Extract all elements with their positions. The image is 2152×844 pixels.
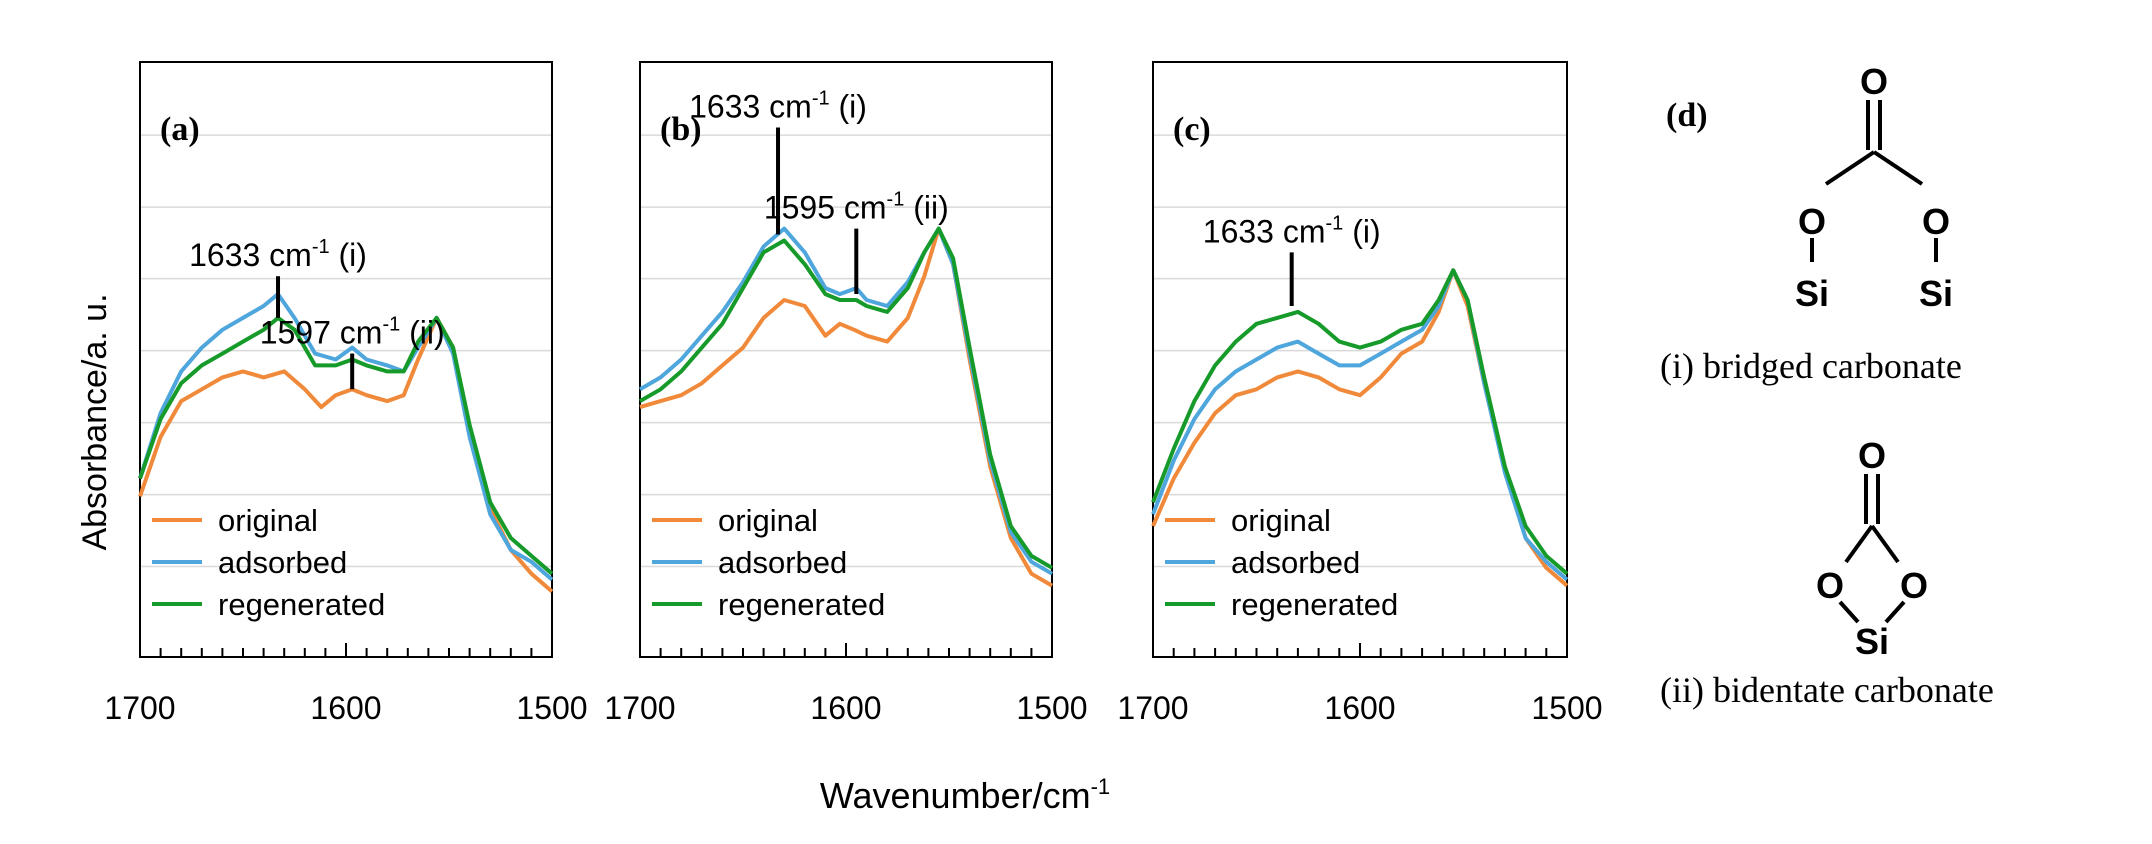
peak-label-sup: -1 (1326, 212, 1344, 234)
bridged-atom-si-right: Si (1919, 273, 1953, 314)
x-tick-label: 1700 (604, 690, 675, 726)
bridged-carbonate-structure (1810, 100, 1938, 262)
series-line-original (639, 226, 1054, 588)
bidentate-atom-si: Si (1855, 621, 1889, 662)
bridged-atom-si-left: Si (1795, 273, 1829, 314)
x-tick-label: 1700 (104, 690, 175, 726)
peak-label-tag: (ii) (400, 315, 444, 351)
x-tick-label: 1500 (1531, 690, 1602, 726)
series-line-regenerated (639, 226, 1054, 570)
legend-label-regenerated: regenerated (1231, 587, 1398, 622)
y-axis-label: Absorbance/a. u. (76, 293, 114, 550)
bidentate-carbonate-caption: (ii) bidentate carbonate (1660, 670, 1994, 710)
peak-label-tag: (i) (1343, 213, 1380, 249)
series-line-adsorbed (1151, 268, 1569, 582)
series-line-original (1151, 268, 1569, 588)
x-tick-label: 1500 (1016, 690, 1087, 726)
peak-label-tag: (i) (330, 237, 367, 273)
x-tick-label: 1600 (1324, 690, 1395, 726)
legend-label-adsorbed: adsorbed (1231, 545, 1360, 580)
peak-label-sup: -1 (812, 87, 830, 109)
series-line-adsorbed (138, 292, 554, 582)
panel-label: (b) (660, 111, 702, 148)
peak-label-sup: -1 (382, 314, 400, 336)
peak-label-value: 1633 cm (689, 88, 812, 124)
bridged-atom-o-left: O (1798, 201, 1826, 242)
x-axis-label-main: Wavenumber/cm (820, 775, 1091, 816)
x-tick-label: 1700 (1117, 690, 1188, 726)
x-tick-label: 1600 (810, 690, 881, 726)
peak-label: 1633 cm-1 (i) (689, 87, 867, 124)
peak-label-sup: -1 (312, 236, 330, 258)
legend-label-adsorbed: adsorbed (718, 545, 847, 580)
peak-label-value: 1633 cm (1203, 213, 1326, 249)
peak-label: 1633 cm-1 (i) (1203, 212, 1381, 249)
peak-label: 1633 cm-1 (i) (189, 236, 367, 273)
peak-label-tag: (ii) (904, 190, 948, 226)
legend-label-regenerated: regenerated (718, 587, 885, 622)
peak-label-value: 1597 cm (260, 315, 383, 351)
x-tick-label: 1500 (516, 690, 587, 726)
peak-label: 1597 cm-1 (ii) (260, 314, 445, 351)
bidentate-atom-o-top: O (1858, 435, 1886, 476)
bridged-atom-o-right: O (1922, 201, 1950, 242)
bidentate-atom-o-left: O (1816, 565, 1844, 606)
legend-label-original: original (718, 503, 818, 538)
panel-d-label: (d) (1666, 97, 1708, 134)
peak-label-tag: (i) (830, 88, 867, 124)
bridged-atom-o-top: O (1860, 61, 1888, 102)
panel-label: (c) (1173, 111, 1211, 148)
bidentate-carbonate-structure (1838, 474, 1906, 624)
panel-c: 1700 1600 1500 1633 cm-1 (i) (c) original adso… (1117, 61, 1603, 726)
legend-label-original: original (1231, 503, 1331, 538)
legend-label-original: original (218, 503, 318, 538)
panel-label: (a) (160, 111, 200, 148)
panel-d: (d) O O O Si Si (i) bridged carbonate O … (1660, 61, 1994, 710)
series-line-regenerated (1151, 268, 1569, 576)
peak-label-value: 1595 cm (764, 190, 887, 226)
bidentate-atom-o-right: O (1900, 565, 1928, 606)
peak-label-sup: -1 (887, 189, 905, 211)
bridged-carbonate-caption: (i) bridged carbonate (1660, 346, 1962, 386)
x-tick-label: 1600 (310, 690, 381, 726)
peak-label-value: 1633 cm (189, 237, 312, 273)
peak-label: 1595 cm-1 (ii) (764, 189, 949, 226)
legend-label-adsorbed: adsorbed (218, 545, 347, 580)
series-line-regenerated (138, 315, 554, 576)
x-axis-label-sup: -1 (1091, 774, 1111, 799)
legend-label-regenerated: regenerated (218, 587, 385, 622)
x-axis-label: Wavenumber/cm-1 (820, 774, 1110, 816)
